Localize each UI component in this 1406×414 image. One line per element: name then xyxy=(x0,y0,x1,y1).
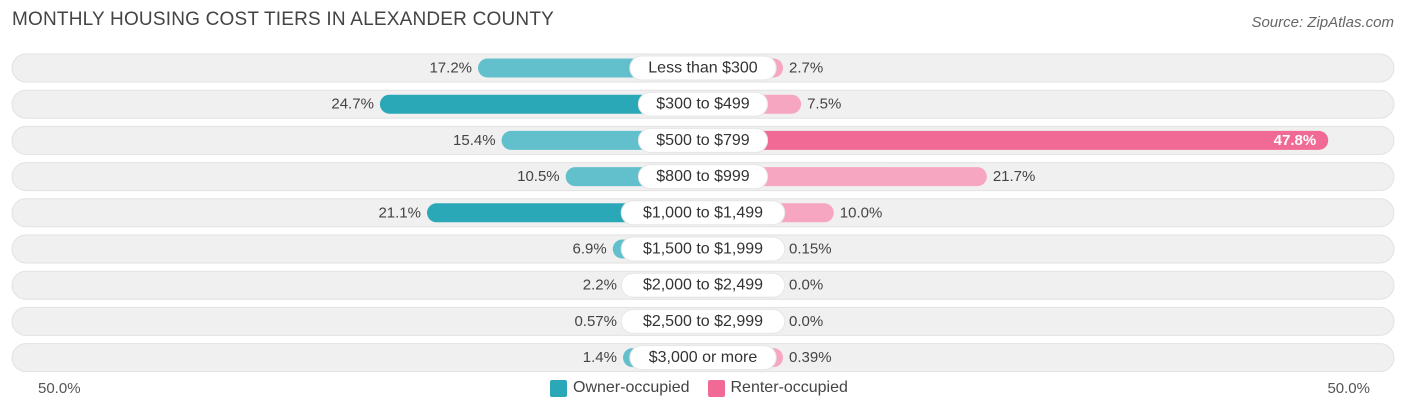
category-label: $300 to $499 xyxy=(656,96,750,113)
category-label: $800 to $999 xyxy=(656,168,750,185)
value-label-renter: 0.0% xyxy=(789,313,823,330)
category-pill xyxy=(629,55,777,81)
category-pill xyxy=(620,236,786,262)
value-label-renter: 0.39% xyxy=(789,349,832,366)
value-label-renter: 0.15% xyxy=(789,241,832,258)
category-label: $3,000 or more xyxy=(649,349,758,366)
category-label: $2,000 to $2,499 xyxy=(643,277,763,294)
category-pill xyxy=(637,127,769,153)
category-label: $1,500 to $1,999 xyxy=(643,241,763,258)
bar-owner xyxy=(379,94,703,114)
value-label-renter: 47.8% xyxy=(1274,132,1317,149)
value-label-renter: 2.7% xyxy=(789,60,823,77)
bar-renter xyxy=(703,130,1329,150)
category-label: $1,000 to $1,499 xyxy=(643,204,763,221)
value-label-owner: 24.7% xyxy=(331,96,374,113)
category-label: $2,500 to $2,999 xyxy=(643,313,763,330)
value-label-renter: 21.7% xyxy=(993,168,1036,185)
value-label-renter: 10.0% xyxy=(840,204,883,221)
category-pill xyxy=(637,91,769,117)
legend-item-owner: Owner-occupied xyxy=(550,379,690,397)
source-label: Source: ZipAtlas.com xyxy=(1251,14,1394,31)
chart-title: MONTHLY HOUSING COST TIERS IN ALEXANDER … xyxy=(12,9,554,30)
category-pill xyxy=(629,345,777,371)
axis-label-left: 50.0% xyxy=(38,380,81,397)
bar-renter xyxy=(703,167,987,187)
axis-label-right: 50.0% xyxy=(1327,380,1370,397)
legend-label-renter: Renter-occupied xyxy=(730,379,848,396)
value-label-owner: 0.57% xyxy=(574,313,617,330)
legend: Owner-occupied Renter-occupied xyxy=(550,379,848,397)
legend-label-owner: Owner-occupied xyxy=(573,379,690,396)
category-pill xyxy=(620,272,786,298)
category-pill xyxy=(620,308,786,334)
value-label-owner: 21.1% xyxy=(378,204,421,221)
value-label-owner: 2.2% xyxy=(583,277,617,294)
value-label-renter: 0.0% xyxy=(789,277,823,294)
value-label-owner: 15.4% xyxy=(453,132,496,149)
category-label: Less than $300 xyxy=(648,60,758,77)
value-label-owner: 17.2% xyxy=(429,60,472,77)
value-label-owner: 6.9% xyxy=(573,241,607,258)
value-label-renter: 7.5% xyxy=(807,96,841,113)
category-pill xyxy=(637,164,769,190)
category-pill xyxy=(620,200,786,226)
value-label-owner: 1.4% xyxy=(583,349,617,366)
legend-swatch-renter xyxy=(707,379,725,397)
value-label-owner: 10.5% xyxy=(517,168,560,185)
category-label: $500 to $799 xyxy=(656,132,750,149)
legend-item-renter: Renter-occupied xyxy=(707,379,848,397)
legend-swatch-owner xyxy=(550,379,567,397)
